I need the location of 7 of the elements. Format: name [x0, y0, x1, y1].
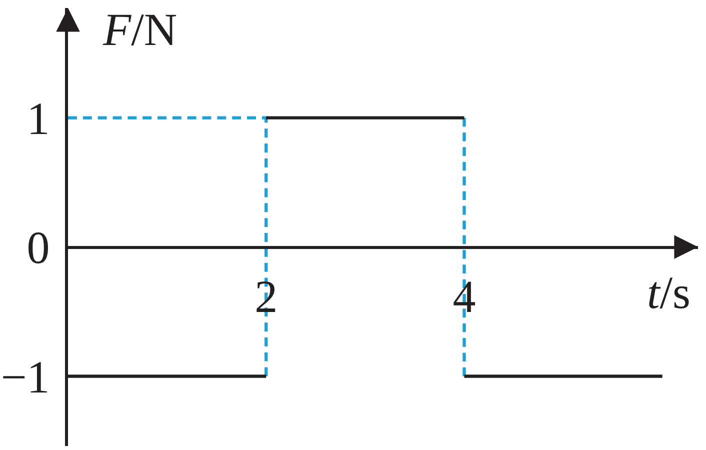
x-axis-title: t/s — [647, 267, 690, 318]
y-tick-label: 1 — [26, 92, 50, 144]
y-axis-title: F/N — [102, 4, 178, 55]
x-tick-label: 2 — [254, 271, 278, 322]
y-tick-label: −1 — [0, 351, 50, 402]
y-tick-label: 0 — [26, 222, 50, 274]
x-tick-label: 4 — [452, 271, 476, 322]
